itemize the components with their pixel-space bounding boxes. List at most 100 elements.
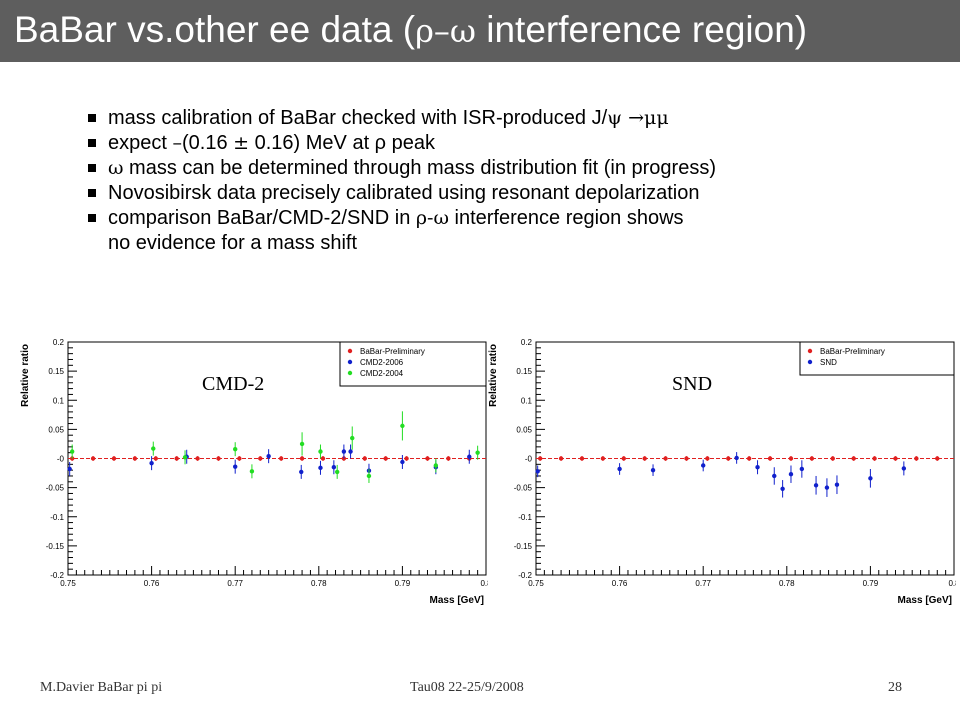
title-text-end: interference region) <box>475 9 808 50</box>
data-point <box>780 486 785 491</box>
data-point <box>642 456 647 461</box>
data-point <box>266 453 271 459</box>
data-point <box>366 473 372 479</box>
data-point <box>69 449 75 454</box>
data-point <box>174 456 179 461</box>
bullet-square-icon <box>88 189 96 197</box>
bullet-symbol: ψ →μμ <box>607 107 669 129</box>
bullet-continuation: no evidence for a mass shift <box>108 232 358 254</box>
data-point <box>893 456 898 461</box>
data-point <box>149 460 154 466</box>
y-tick-label: 0.1 <box>53 396 65 405</box>
data-point <box>621 456 626 461</box>
title-text-start: BaBar vs.other ee data ( <box>14 9 416 50</box>
data-point <box>537 456 543 461</box>
y-tick-label: -0 <box>57 455 65 464</box>
data-point <box>767 456 773 461</box>
data-point <box>153 456 158 461</box>
data-point <box>558 456 564 461</box>
bullet-text: interference region shows <box>448 207 684 229</box>
bullet-symbol: ω <box>108 157 124 179</box>
bullet-symbol: ρ-ω <box>415 207 449 229</box>
data-point <box>404 456 409 461</box>
x-tick-label: 0.76 <box>144 579 160 588</box>
x-tick-label: 0.78 <box>779 579 795 588</box>
data-point <box>851 456 856 461</box>
x-tick-label: 0.78 <box>311 579 327 588</box>
data-point <box>258 456 263 461</box>
data-point <box>425 456 430 461</box>
title-greek: ρ–ω <box>415 12 476 50</box>
legend-marker <box>347 359 353 365</box>
bullet-square-icon <box>88 214 96 222</box>
legend-label: BaBar-Preliminary <box>820 347 885 356</box>
data-point <box>868 476 873 481</box>
bullet-text: 0.16) MeV at ρ peak <box>249 132 435 154</box>
data-point <box>746 456 752 461</box>
y-tick-label: 0.2 <box>521 338 533 347</box>
y-tick-label: 0.15 <box>516 367 532 376</box>
bullet-item: mass calibration of BaBar checked with I… <box>86 106 956 131</box>
title-bar: BaBar vs.other ee data (ρ–ω interference… <box>0 0 960 62</box>
bullet-symbol: ± <box>233 132 250 154</box>
y-tick-label: -0.2 <box>518 571 532 580</box>
data-point <box>467 454 472 459</box>
data-point <box>579 456 585 461</box>
data-point <box>788 456 794 461</box>
data-point <box>914 456 919 461</box>
x-tick-label: 0.77 <box>227 579 243 588</box>
bullet-square-icon <box>88 139 96 147</box>
legend-marker <box>347 348 353 354</box>
x-tick-label: 0.79 <box>863 579 879 588</box>
chart-annotation: SND <box>672 373 712 395</box>
y-tick-label: 0.05 <box>48 425 64 434</box>
data-point <box>249 469 255 474</box>
legend-marker <box>347 370 353 376</box>
footer-author: M.Davier BaBar pi pi <box>40 680 163 695</box>
data-point <box>362 456 367 461</box>
bullet-text: mass calibration of BaBar checked with I… <box>108 107 608 129</box>
x-tick-label: 0.79 <box>395 579 411 588</box>
data-point <box>813 483 819 488</box>
footer-conference: Tau08 22-25/9/2008 <box>410 680 524 695</box>
legend-marker <box>807 348 813 354</box>
x-tick-label: 0.8 <box>948 579 956 588</box>
data-point <box>684 456 689 461</box>
data-point <box>772 473 777 479</box>
data-point <box>663 456 668 461</box>
x-axis-label: Mass [GeV] <box>430 595 484 606</box>
data-point <box>617 466 622 472</box>
bullet-symbol: – <box>172 132 182 154</box>
data-point <box>299 456 305 461</box>
x-tick-label: 0.76 <box>612 579 628 588</box>
bullet-text: mass can be determined through mass dist… <box>123 157 716 179</box>
legend-label: CMD2-2004 <box>360 369 404 378</box>
data-point <box>331 465 337 470</box>
y-tick-label: -0.2 <box>50 571 64 580</box>
bullet-square-icon <box>88 164 96 172</box>
data-point <box>151 446 156 451</box>
data-point <box>299 469 304 475</box>
data-point <box>446 456 451 461</box>
data-point <box>299 441 305 447</box>
data-point <box>600 456 606 461</box>
bullet-square-icon <box>88 114 96 122</box>
data-point <box>830 456 835 461</box>
y-axis-label: Relative ratio <box>488 344 499 407</box>
y-tick-label: -0.1 <box>50 513 64 522</box>
data-point <box>400 423 405 429</box>
data-point <box>734 455 739 461</box>
x-tick-label: 0.75 <box>528 579 544 588</box>
legend-label: SND <box>820 358 837 367</box>
data-point <box>901 466 907 471</box>
slide-title: BaBar vs.other ee data (ρ–ω interference… <box>14 6 807 55</box>
bullet-item: comparison BaBar/CMD-2/SND in ρ-ω interf… <box>86 206 956 256</box>
data-point <box>788 472 794 477</box>
y-tick-label: -0.15 <box>46 542 65 551</box>
bullet-text: expect <box>108 132 173 154</box>
data-point <box>809 456 815 461</box>
data-point <box>650 467 656 473</box>
data-point <box>799 466 805 472</box>
data-point <box>67 466 72 472</box>
y-tick-label: -0.1 <box>518 513 532 522</box>
